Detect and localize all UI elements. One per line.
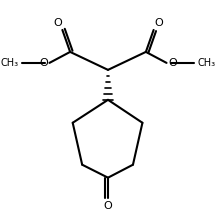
Text: CH₃: CH₃ bbox=[0, 58, 19, 68]
Text: CH₃: CH₃ bbox=[197, 58, 216, 68]
Text: O: O bbox=[168, 58, 177, 68]
Text: O: O bbox=[104, 201, 112, 211]
Text: O: O bbox=[39, 58, 48, 68]
Text: O: O bbox=[54, 18, 62, 28]
Text: O: O bbox=[154, 18, 163, 28]
